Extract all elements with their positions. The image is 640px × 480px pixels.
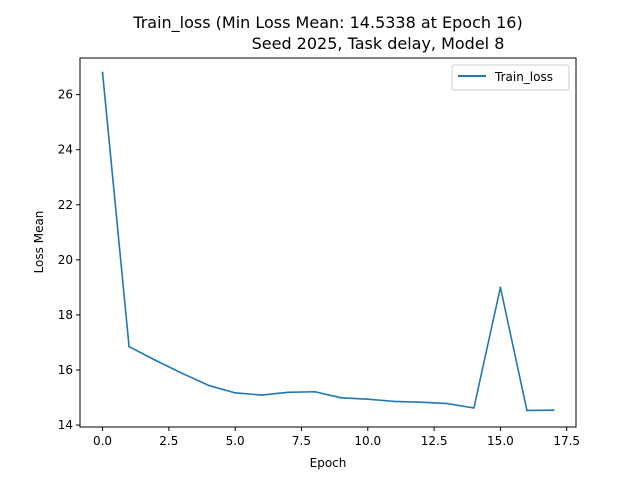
data-point xyxy=(446,402,449,405)
data-point xyxy=(181,372,184,375)
legend-box xyxy=(451,64,570,91)
legend: Train_loss xyxy=(451,64,570,91)
chart-title-line-2: Seed 2025, Task delay, Model 8 xyxy=(252,34,505,53)
data-point xyxy=(313,390,316,393)
y-tick-label: 20 xyxy=(58,253,73,267)
x-tick-label: 5.0 xyxy=(226,434,245,448)
y-tick-label: 14 xyxy=(58,418,73,432)
y-axis-label: Loss Mean xyxy=(32,211,46,274)
x-tick-label: 7.5 xyxy=(292,434,311,448)
y-tick-label: 24 xyxy=(58,143,73,157)
legend-label-train-loss: Train_loss xyxy=(494,70,553,84)
data-point xyxy=(419,401,422,404)
y-tick-label: 16 xyxy=(58,363,73,377)
x-tick-label: 0.0 xyxy=(93,434,112,448)
data-point xyxy=(499,286,502,289)
data-point xyxy=(393,400,396,403)
x-tick-label: 12.5 xyxy=(421,434,448,448)
x-tick-label: 15.0 xyxy=(487,434,514,448)
series-line-train-loss xyxy=(101,71,555,412)
y-tick-label: 26 xyxy=(58,88,73,102)
data-point xyxy=(128,345,130,348)
series-layer xyxy=(101,71,555,412)
data-point xyxy=(287,391,290,394)
data-point xyxy=(340,396,343,399)
data-point xyxy=(207,384,210,387)
data-point xyxy=(101,71,104,74)
x-tick-label: 2.5 xyxy=(159,434,178,448)
x-axis-label: Epoch xyxy=(310,456,347,470)
y-tick-label: 18 xyxy=(58,308,73,322)
data-point xyxy=(526,409,528,412)
data-point xyxy=(260,394,263,396)
data-point xyxy=(154,359,157,362)
y-tick-label: 22 xyxy=(58,198,73,212)
x-axis-ticks: 0.0 2.5 5.0 7.5 10.0 12.5 15.0 17.5 xyxy=(93,427,580,448)
data-point xyxy=(366,398,369,401)
y-axis-ticks: 14 16 18 20 22 24 26 xyxy=(58,88,80,432)
data-point xyxy=(234,391,237,394)
plot-area-frame xyxy=(79,57,577,428)
x-tick-label: 17.5 xyxy=(553,434,580,448)
x-tick-label: 10.0 xyxy=(354,434,381,448)
data-point xyxy=(552,409,555,412)
chart-title-line-1: Train_loss (Min Loss Mean: 14.5338 at Ep… xyxy=(132,13,522,33)
data-point xyxy=(472,407,475,409)
